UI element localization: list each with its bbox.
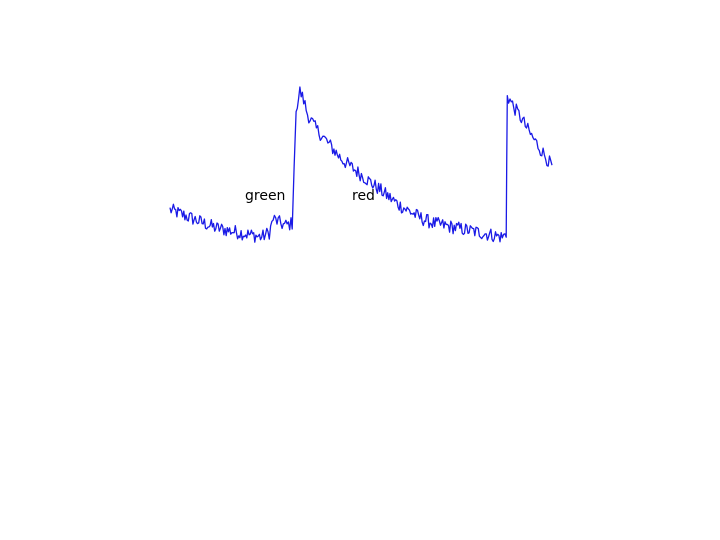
trace-series-0: [169, 86, 553, 243]
annotation-red: red: [352, 188, 375, 204]
chart-plot-area: [169, 86, 553, 243]
annotation-green: green: [245, 188, 285, 204]
